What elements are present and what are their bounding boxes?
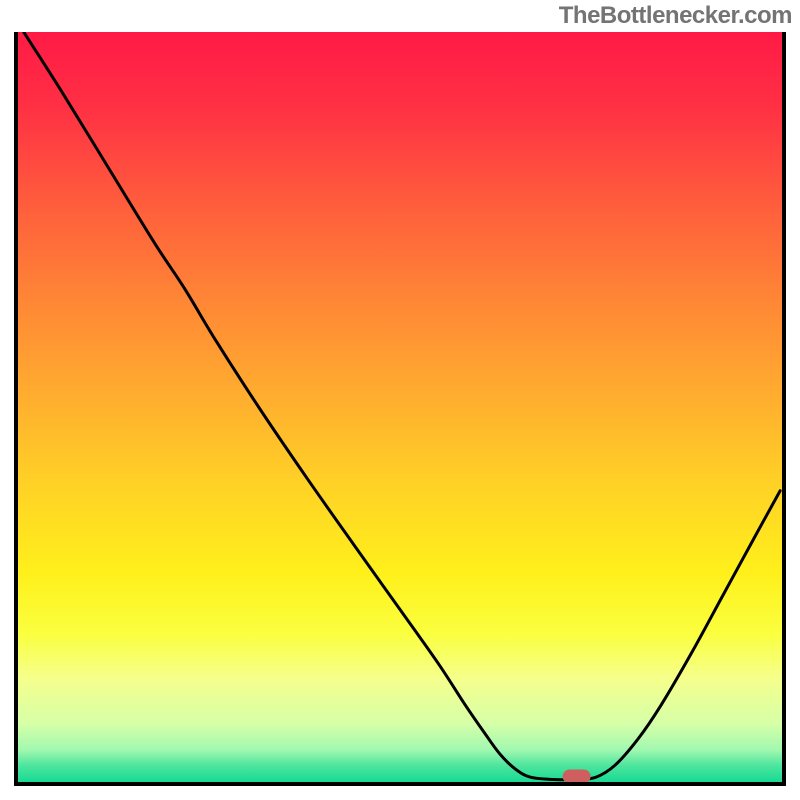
- bottleneck-chart: [0, 0, 800, 800]
- watermark-text: TheBottlenecker.com: [559, 2, 792, 30]
- optimal-marker: [563, 769, 591, 783]
- chart-background-gradient: [16, 32, 784, 784]
